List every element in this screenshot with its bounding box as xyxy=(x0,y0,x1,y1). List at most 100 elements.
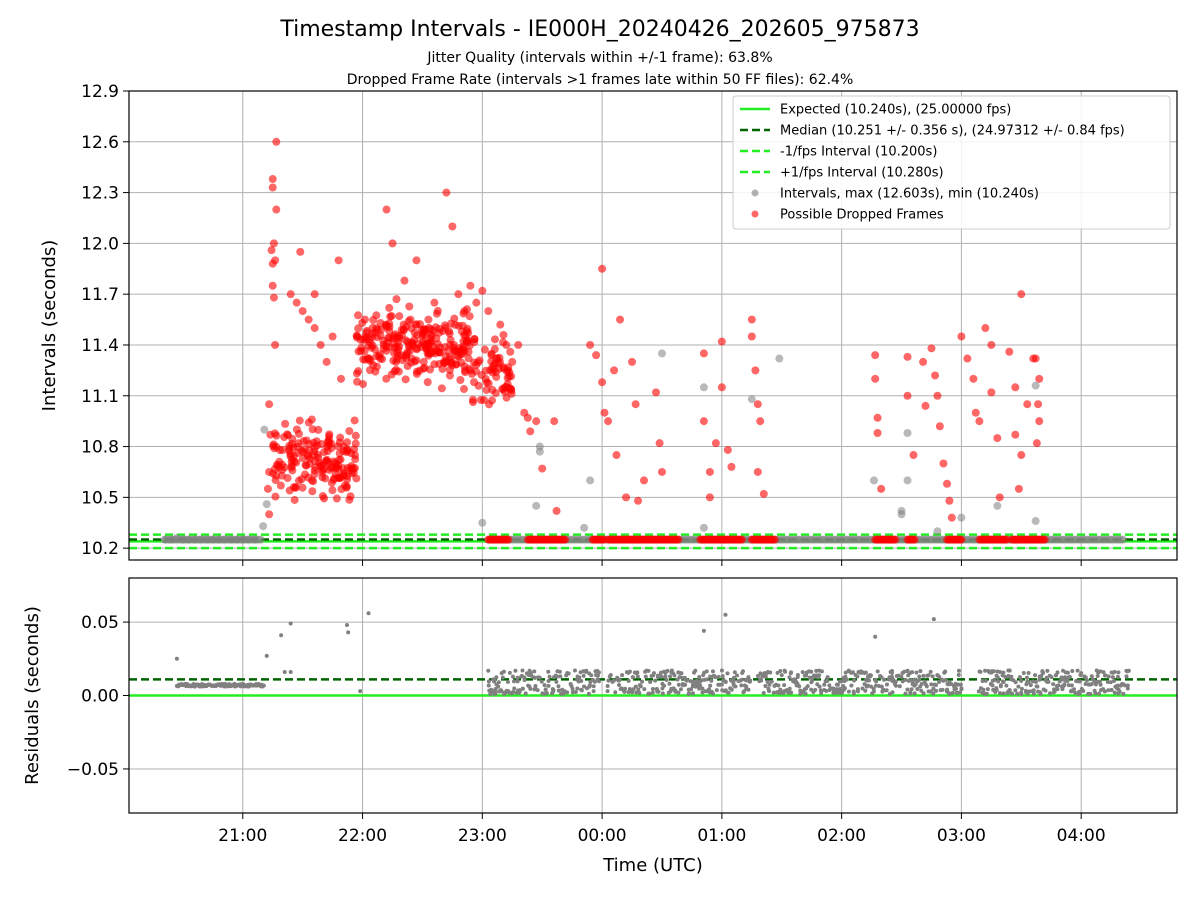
residual-outlier-point xyxy=(873,634,878,639)
residual-point xyxy=(557,669,562,674)
dropped-frame-point xyxy=(420,325,429,334)
residual-point xyxy=(1085,678,1090,683)
dropped-frame-point xyxy=(298,483,307,492)
residual-point xyxy=(1109,687,1114,692)
residual-point xyxy=(726,690,731,695)
dropped-frame-point xyxy=(756,417,765,426)
dropped-frame-point xyxy=(314,453,323,462)
residual-point xyxy=(542,683,547,688)
residual-point xyxy=(510,674,515,679)
residual-point xyxy=(617,677,622,682)
interval-point xyxy=(244,535,253,544)
residual-point xyxy=(739,683,744,688)
residual-point xyxy=(863,670,868,675)
residual-point xyxy=(709,678,714,683)
dropped-frame-point xyxy=(490,345,499,354)
residual-point xyxy=(1072,687,1077,692)
residuals-x-tick-label: 04:00 xyxy=(1057,826,1106,846)
residual-point xyxy=(943,678,948,683)
residual-point xyxy=(817,684,822,689)
dropped-frame-point xyxy=(321,456,330,465)
residual-point xyxy=(488,691,493,696)
dropped-frame-point xyxy=(651,388,660,397)
dropped-frame-point xyxy=(442,188,451,197)
residual-point xyxy=(1004,683,1009,688)
residual-point xyxy=(991,669,996,674)
residual-point xyxy=(1102,689,1107,694)
dropped-frame-point xyxy=(903,391,912,400)
dropped-frame-point xyxy=(492,354,501,363)
interval-point xyxy=(747,395,756,404)
residual-point xyxy=(723,679,728,684)
residual-point xyxy=(810,678,815,683)
residual-point xyxy=(554,679,559,684)
dropped-frame-point xyxy=(268,175,277,184)
residual-point xyxy=(496,684,501,689)
dropped-frame-point xyxy=(931,371,940,380)
dropped-frame-point xyxy=(981,324,990,333)
residual-point xyxy=(716,674,721,679)
dropped-frame-point xyxy=(448,222,457,231)
residual-point xyxy=(589,673,594,678)
dropped-frame-point xyxy=(294,476,303,485)
dropped-frame-point xyxy=(963,354,972,363)
residual-point xyxy=(1098,669,1103,674)
dropped-frame-point xyxy=(1035,417,1044,426)
dropped-frame-point xyxy=(430,298,439,307)
dropped-frame-point xyxy=(484,379,493,388)
dropped-frame-point xyxy=(424,315,433,324)
residual-point xyxy=(844,677,849,682)
dropped-frame-point xyxy=(504,535,513,544)
dropped-frame-point xyxy=(292,298,301,307)
dropped-frame-point xyxy=(331,464,340,473)
residuals-plot: −0.05 0.00 0.05 21:00 22:00 23:00 00:00 01:00 02… xyxy=(22,577,1178,876)
dropped-frame-point xyxy=(747,332,756,341)
dropped-frame-point xyxy=(298,307,307,316)
interval-point xyxy=(903,476,912,485)
residual-point xyxy=(623,686,628,691)
dropped-frame-point xyxy=(598,264,607,273)
dropped-frame-point xyxy=(484,307,493,316)
residuals-plot-area xyxy=(129,611,1177,697)
dropped-frame-point xyxy=(921,401,930,410)
dropped-frame-point xyxy=(436,343,445,352)
dropped-frame-point xyxy=(296,247,305,256)
dropped-frame-point xyxy=(873,429,882,438)
dropped-frame-point xyxy=(354,367,363,376)
residual-point xyxy=(515,675,520,680)
residual-point xyxy=(890,690,895,695)
dropped-frame-point xyxy=(508,357,517,366)
dropped-frame-point xyxy=(287,439,296,448)
dropped-frame-point xyxy=(705,493,714,502)
residuals-x-tick-label: 00:00 xyxy=(578,826,627,846)
residuals-y-tick-label: 0.05 xyxy=(81,613,119,633)
intervals-axes-frame xyxy=(128,90,1178,561)
residual-point xyxy=(591,684,596,689)
residual-point xyxy=(1001,679,1006,684)
residual-point xyxy=(558,674,563,679)
interval-point xyxy=(184,535,193,544)
intervals-y-tick-label: 12.3 xyxy=(81,184,119,204)
residual-point xyxy=(746,675,751,680)
dropped-frame-point xyxy=(354,311,363,320)
interval-point xyxy=(259,522,268,531)
residual-point xyxy=(902,669,907,674)
residual-point xyxy=(691,679,696,684)
residual-point xyxy=(634,671,639,676)
interval-point xyxy=(256,535,265,544)
dropped-frame-point xyxy=(975,417,984,426)
residual-point xyxy=(505,679,510,684)
residual-point xyxy=(1123,683,1128,688)
interval-point xyxy=(699,383,708,392)
interval-point xyxy=(897,506,906,515)
dropped-frame-point xyxy=(1017,290,1026,299)
residual-point xyxy=(890,669,895,674)
residual-outlier-point xyxy=(723,612,728,617)
interval-point xyxy=(172,533,181,542)
residual-point xyxy=(795,675,800,680)
residual-point xyxy=(725,671,730,676)
intervals-y-tick-label: 12.6 xyxy=(81,133,119,153)
interval-point xyxy=(214,535,223,544)
dropped-frame-point xyxy=(295,416,304,425)
